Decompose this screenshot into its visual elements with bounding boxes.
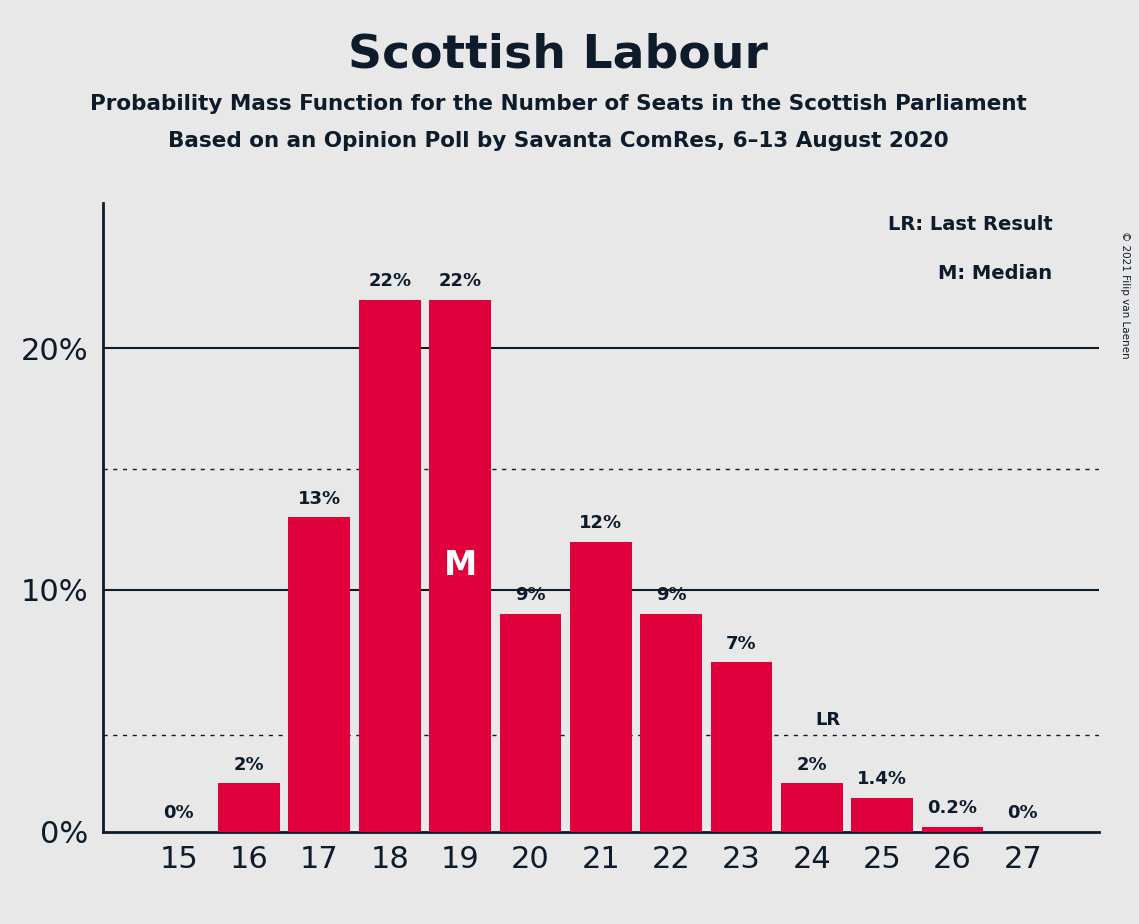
Text: 2%: 2% (233, 756, 264, 773)
Text: 9%: 9% (515, 587, 546, 604)
Bar (640, 614, 702, 832)
Bar (711, 663, 772, 832)
Text: 9%: 9% (656, 587, 687, 604)
Text: 1.4%: 1.4% (858, 770, 907, 788)
Bar (359, 300, 420, 832)
Text: Based on an Opinion Poll by Savanta ComRes, 6–13 August 2020: Based on an Opinion Poll by Savanta ComR… (167, 131, 949, 152)
Bar (570, 541, 632, 832)
Text: 7%: 7% (727, 635, 756, 652)
Text: 0.2%: 0.2% (927, 799, 977, 817)
Text: M: M (443, 549, 477, 582)
Bar (429, 300, 491, 832)
Text: 13%: 13% (298, 490, 341, 508)
Text: © 2021 Filip van Laenen: © 2021 Filip van Laenen (1121, 231, 1130, 359)
Bar (500, 614, 562, 832)
Text: 0%: 0% (1008, 804, 1038, 822)
Bar (288, 517, 351, 832)
Bar (851, 797, 913, 832)
Text: Probability Mass Function for the Number of Seats in the Scottish Parliament: Probability Mass Function for the Number… (90, 94, 1026, 115)
Text: LR: LR (816, 711, 841, 729)
Text: Scottish Labour: Scottish Labour (349, 32, 768, 78)
Text: 12%: 12% (580, 514, 622, 532)
Bar (781, 784, 843, 832)
Bar (921, 827, 983, 832)
Text: 0%: 0% (164, 804, 194, 822)
Text: 22%: 22% (368, 273, 411, 290)
Text: 2%: 2% (796, 756, 827, 773)
Bar (219, 784, 280, 832)
Text: LR: Last Result: LR: Last Result (887, 215, 1052, 235)
Text: 22%: 22% (439, 273, 482, 290)
Text: M: Median: M: Median (939, 263, 1052, 283)
